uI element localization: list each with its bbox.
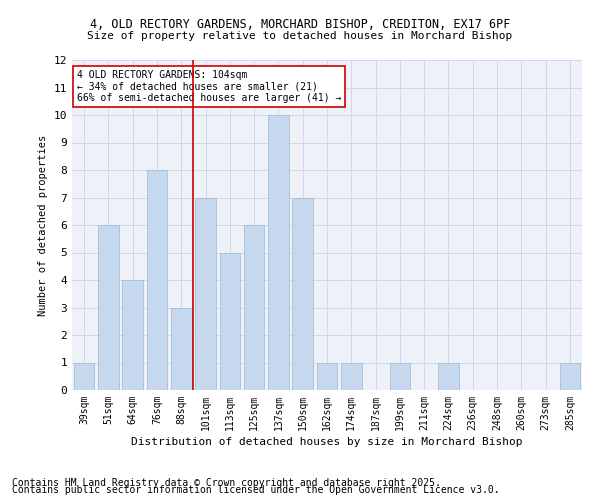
Y-axis label: Number of detached properties: Number of detached properties <box>38 134 48 316</box>
Text: Contains public sector information licensed under the Open Government Licence v3: Contains public sector information licen… <box>12 485 500 495</box>
Bar <box>438 362 459 390</box>
Text: Contains HM Land Registry data © Crown copyright and database right 2025.: Contains HM Land Registry data © Crown c… <box>12 478 441 488</box>
Bar <box>146 170 167 390</box>
Bar <box>560 362 580 390</box>
Bar <box>195 198 216 390</box>
Bar <box>171 308 191 390</box>
Bar <box>244 225 265 390</box>
Text: 4, OLD RECTORY GARDENS, MORCHARD BISHOP, CREDITON, EX17 6PF: 4, OLD RECTORY GARDENS, MORCHARD BISHOP,… <box>90 18 510 30</box>
Bar <box>98 225 119 390</box>
X-axis label: Distribution of detached houses by size in Morchard Bishop: Distribution of detached houses by size … <box>131 437 523 447</box>
Bar <box>122 280 143 390</box>
Bar <box>317 362 337 390</box>
Bar <box>74 362 94 390</box>
Text: Size of property relative to detached houses in Morchard Bishop: Size of property relative to detached ho… <box>88 31 512 41</box>
Bar <box>268 115 289 390</box>
Bar <box>341 362 362 390</box>
Text: 4 OLD RECTORY GARDENS: 104sqm
← 34% of detached houses are smaller (21)
66% of s: 4 OLD RECTORY GARDENS: 104sqm ← 34% of d… <box>77 70 341 103</box>
Bar <box>292 198 313 390</box>
Bar <box>389 362 410 390</box>
Bar <box>220 252 240 390</box>
